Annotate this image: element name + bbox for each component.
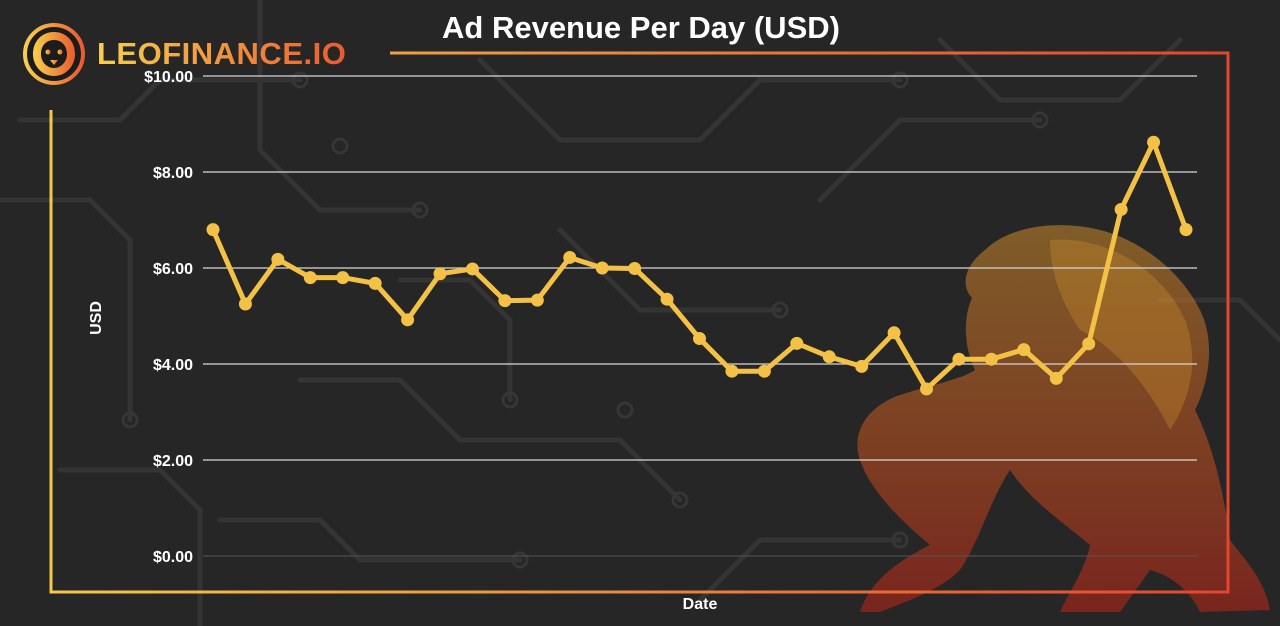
lion-watermark <box>857 225 1270 612</box>
data-point <box>336 271 350 285</box>
data-point <box>401 313 415 327</box>
data-point <box>303 271 317 285</box>
brand-name: LEOFINANCE.IO <box>97 36 346 71</box>
series-revenue <box>206 135 1193 396</box>
data-point <box>1082 337 1096 351</box>
data-point <box>952 352 966 366</box>
data-point <box>660 292 674 306</box>
data-point <box>887 326 901 340</box>
y-tick-label: $6.00 <box>153 261 193 278</box>
data-point <box>368 276 382 290</box>
data-point <box>465 262 479 276</box>
data-point <box>238 297 252 311</box>
data-point <box>822 350 836 364</box>
y-tick-labels: $0.00 $2.00 $4.00 $6.00 $8.00 $10.00 <box>144 69 193 566</box>
data-point <box>206 223 220 237</box>
circuit-nodes <box>121 71 1049 569</box>
brand-logo: LEOFINANCE.IO <box>23 23 346 85</box>
data-point <box>790 336 804 350</box>
data-point <box>1179 223 1193 237</box>
data-point <box>271 252 285 266</box>
data-point <box>1147 135 1161 149</box>
y-tick-label: $10.00 <box>144 69 193 86</box>
chart-frame <box>49 51 1230 594</box>
y-tick-label: $8.00 <box>153 165 193 182</box>
data-point <box>757 364 771 378</box>
data-point <box>855 359 869 373</box>
y-tick-label: $0.00 <box>153 549 193 566</box>
data-point <box>1017 343 1031 357</box>
data-point <box>920 382 934 396</box>
data-point <box>725 364 739 378</box>
data-point <box>595 261 609 275</box>
data-point <box>433 267 447 281</box>
data-point <box>628 261 642 275</box>
y-tick-label: $4.00 <box>153 357 193 374</box>
data-point <box>984 352 998 366</box>
y-tick-label: $2.00 <box>153 453 193 470</box>
data-point <box>1049 371 1063 385</box>
data-point <box>530 293 544 307</box>
data-point <box>1114 202 1128 216</box>
gridlines <box>203 75 1197 557</box>
lion-mane <box>1050 239 1193 430</box>
data-point <box>563 250 577 264</box>
data-point <box>498 294 512 308</box>
x-axis-label: Date <box>683 596 718 613</box>
chart-title: Ad Revenue Per Day (USD) <box>442 10 840 45</box>
y-axis-label: USD <box>88 301 105 335</box>
lion-face-icon <box>33 32 75 76</box>
data-point <box>693 332 706 346</box>
